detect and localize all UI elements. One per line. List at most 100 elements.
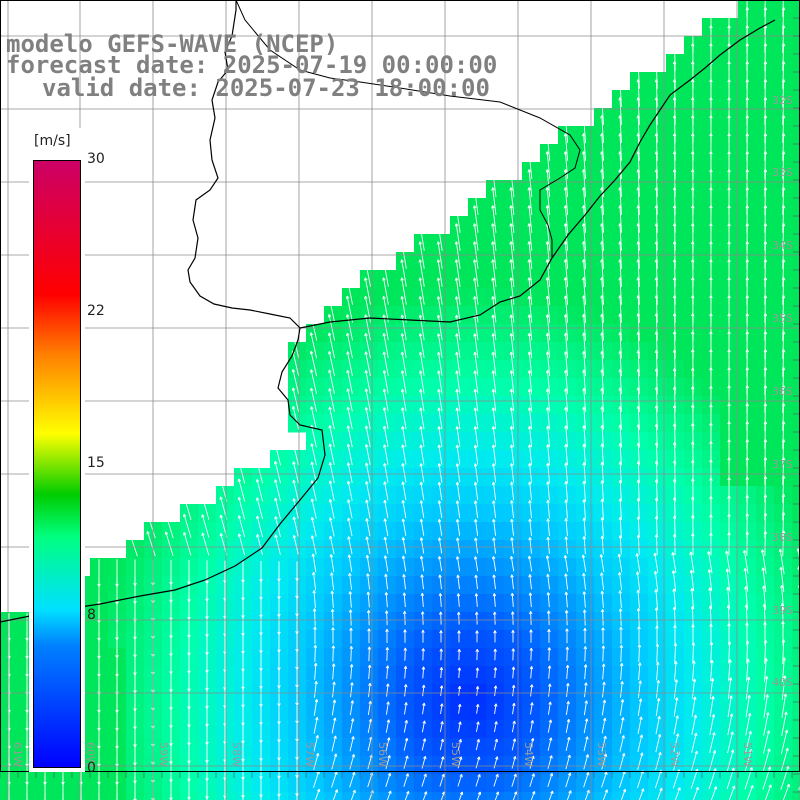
wind-arrow <box>618 424 623 448</box>
wind-cell <box>792 666 800 685</box>
wind-arrow <box>346 443 353 466</box>
wind-cell <box>792 360 800 379</box>
wind-arrow <box>600 277 604 305</box>
wind-arrow <box>600 151 604 179</box>
wind-arrow <box>491 187 497 215</box>
wind-arrow <box>346 332 353 359</box>
wind-cell <box>792 396 800 415</box>
wind-arrow <box>600 259 604 287</box>
wind-arrow <box>292 442 299 466</box>
colorbar-unit: [m/s] <box>34 133 71 149</box>
wind-arrow <box>527 295 533 323</box>
wind-arrow <box>581 277 587 305</box>
longitude-label: 51W <box>741 742 754 767</box>
wind-arrow <box>546 425 551 448</box>
wind-arrow <box>473 351 479 376</box>
wind-arrow <box>564 443 568 465</box>
wind-arrow <box>636 115 641 143</box>
wind-arrow <box>418 259 425 287</box>
wind-cell <box>792 234 800 253</box>
wind-arrow <box>600 406 604 430</box>
latitude-label: 32S <box>772 94 793 107</box>
wind-cell <box>792 36 800 55</box>
wind-arrow <box>527 425 533 447</box>
wind-arrow <box>546 462 550 483</box>
wind-arrow <box>781 169 786 197</box>
wind-cell <box>486 792 505 800</box>
wind-arrow <box>454 259 461 287</box>
wind-arrow <box>418 277 425 305</box>
wind-cell <box>792 612 800 631</box>
wind-arrow <box>491 169 497 197</box>
wind-arrow <box>545 169 551 197</box>
wind-arrow <box>454 205 461 233</box>
wind-cell <box>792 486 800 505</box>
wind-arrow <box>636 151 641 179</box>
wind-arrow <box>382 277 389 305</box>
wind-arrow <box>618 277 622 305</box>
wind-arrow <box>545 314 551 341</box>
wind-arrow <box>545 388 551 412</box>
wind-arrow <box>636 223 641 251</box>
wind-arrow <box>527 187 533 215</box>
latitude-label: 34S <box>772 239 793 252</box>
wind-arrow <box>400 370 407 394</box>
wind-arrow <box>564 369 569 394</box>
wind-arrow <box>581 133 587 161</box>
wind-arrow <box>527 351 533 376</box>
longitude-label: 61W <box>11 742 24 767</box>
wind-arrow <box>309 369 317 395</box>
longitude-label: 56W <box>376 742 389 767</box>
wind-arrow <box>781 151 786 179</box>
wind-arrow <box>582 443 586 466</box>
wind-arrow <box>509 223 515 251</box>
wind-arrow <box>563 277 569 305</box>
wind-arrow <box>436 296 443 323</box>
wind-arrow <box>582 406 586 430</box>
wind-arrow <box>618 187 622 215</box>
wind-arrow <box>600 424 604 448</box>
latitude-label: 40S <box>772 676 793 689</box>
wind-arrow <box>545 259 551 287</box>
wind-arrow <box>509 277 515 305</box>
wind-arrow <box>491 444 497 465</box>
wind-arrow <box>364 351 371 376</box>
wind-arrow <box>473 333 479 359</box>
wind-arrow <box>564 462 568 483</box>
wind-arrow <box>618 461 623 484</box>
wind-arrow <box>509 426 515 447</box>
wind-arrow <box>274 479 281 502</box>
wind-cell <box>792 324 800 343</box>
wind-arrow <box>581 169 587 197</box>
wind-cell <box>792 144 800 163</box>
wind-arrow <box>781 205 786 233</box>
wind-arrow <box>491 388 497 412</box>
wind-arrow <box>636 61 641 89</box>
wind-arrow <box>437 426 443 447</box>
colorbar-tick-8: 8 <box>87 607 96 623</box>
wind-arrow <box>781 331 786 359</box>
colorbar-tick-15: 15 <box>87 455 105 471</box>
wind-arrow <box>636 79 641 107</box>
wind-arrow <box>472 223 479 251</box>
wind-arrow <box>472 259 479 287</box>
wind-arrow <box>382 259 389 287</box>
wind-cell <box>558 792 577 800</box>
wind-arrow <box>419 463 425 483</box>
wind-arrow <box>400 259 407 287</box>
wind-arrow <box>509 388 515 412</box>
wind-arrow <box>636 368 641 395</box>
wind-arrow <box>418 223 425 251</box>
wind-cell <box>792 18 800 37</box>
wind-arrow <box>781 133 786 161</box>
wind-arrow <box>636 133 641 161</box>
wind-cell <box>792 432 800 451</box>
wind-cell <box>414 792 433 800</box>
wind-arrow <box>383 444 389 465</box>
wind-arrow <box>436 333 443 359</box>
wind-arrow <box>781 313 786 341</box>
wind-arrow <box>781 25 786 53</box>
wind-arrow <box>382 407 389 430</box>
wind-cell <box>774 792 793 800</box>
wind-cell <box>792 630 800 649</box>
